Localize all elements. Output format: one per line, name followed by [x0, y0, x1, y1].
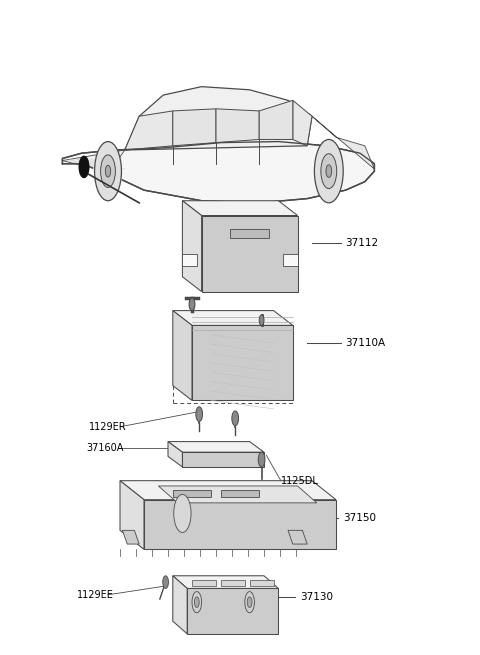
Circle shape: [101, 155, 115, 187]
Circle shape: [258, 452, 265, 467]
Polygon shape: [216, 109, 259, 143]
Circle shape: [192, 591, 202, 612]
Polygon shape: [314, 146, 344, 196]
Polygon shape: [122, 531, 139, 544]
Circle shape: [326, 165, 332, 178]
Polygon shape: [182, 452, 264, 467]
Circle shape: [194, 597, 199, 607]
Circle shape: [105, 165, 111, 177]
Polygon shape: [192, 580, 216, 586]
Polygon shape: [168, 441, 264, 452]
Text: 37130: 37130: [300, 592, 333, 602]
Circle shape: [247, 597, 252, 607]
Polygon shape: [173, 109, 216, 146]
Polygon shape: [120, 481, 336, 500]
Polygon shape: [202, 215, 298, 291]
Polygon shape: [230, 229, 269, 238]
Circle shape: [314, 140, 343, 203]
Polygon shape: [173, 490, 211, 496]
Circle shape: [245, 591, 254, 612]
Circle shape: [174, 495, 191, 533]
Polygon shape: [168, 441, 182, 467]
Text: 1129ER: 1129ER: [89, 422, 126, 432]
Circle shape: [163, 576, 168, 588]
Polygon shape: [221, 490, 259, 496]
Polygon shape: [250, 580, 274, 586]
Polygon shape: [144, 500, 336, 550]
Polygon shape: [120, 481, 144, 550]
Polygon shape: [173, 576, 278, 588]
Polygon shape: [62, 141, 374, 203]
Polygon shape: [182, 200, 202, 291]
Polygon shape: [192, 326, 293, 400]
Polygon shape: [125, 111, 173, 150]
Text: 37150: 37150: [343, 513, 376, 523]
Text: 1129EE: 1129EE: [77, 590, 114, 600]
Circle shape: [189, 298, 195, 310]
Polygon shape: [62, 150, 125, 169]
Polygon shape: [182, 253, 197, 266]
Polygon shape: [283, 253, 298, 266]
Polygon shape: [182, 200, 298, 215]
Text: 37112: 37112: [346, 238, 379, 248]
Polygon shape: [187, 588, 278, 634]
Circle shape: [321, 154, 337, 189]
Polygon shape: [173, 310, 293, 326]
Polygon shape: [259, 100, 293, 140]
Polygon shape: [173, 576, 187, 634]
Polygon shape: [293, 100, 312, 146]
Polygon shape: [288, 531, 307, 544]
Polygon shape: [94, 148, 122, 195]
Polygon shape: [221, 580, 245, 586]
Polygon shape: [173, 310, 192, 400]
Polygon shape: [312, 116, 374, 169]
Text: 1125DL: 1125DL: [281, 476, 319, 486]
Circle shape: [232, 411, 239, 426]
Circle shape: [79, 157, 89, 178]
Text: 37110A: 37110A: [346, 339, 386, 348]
Polygon shape: [158, 486, 317, 503]
Circle shape: [196, 407, 203, 422]
Text: 37160A: 37160A: [86, 443, 124, 453]
Circle shape: [95, 141, 121, 200]
Polygon shape: [125, 86, 312, 150]
Circle shape: [259, 315, 264, 326]
